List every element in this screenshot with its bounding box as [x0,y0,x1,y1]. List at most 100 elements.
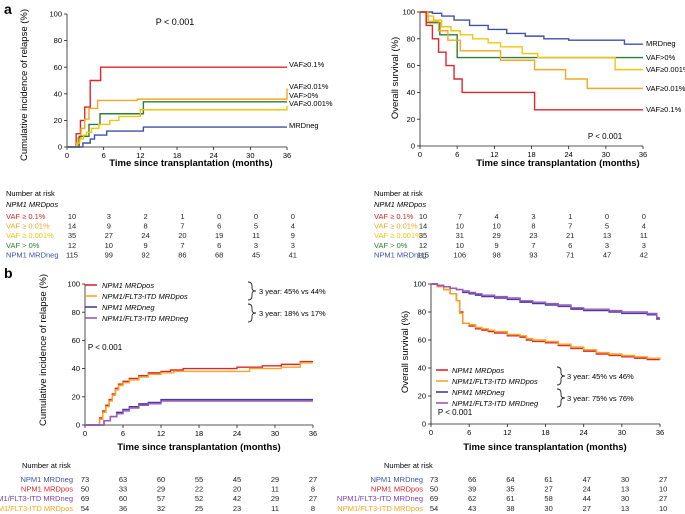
b-left-x-tick-label: 30 [271,429,279,438]
b-left-x-tick-label: 36 [309,429,317,438]
b-right-brace-1 [556,366,566,386]
b-right-legend-label-3: NPM1 MRDneg [452,388,505,397]
a-right-ylabel: Overall survival (%) [390,37,401,119]
b-right-y-tick-label: 20 [418,392,426,401]
risk-a-rows-cell: 31 [456,231,464,240]
risk-b-rows: NPM1 MRDneg 73 63 60 55 45 29 27 NPM1 MRDneg 73 66… [0,475,667,513]
risk-a-rows-cell: 3 [642,241,646,250]
risk-a-rows-cell: 9 [495,241,499,250]
a-right-series-1-line [420,11,643,45]
risk-b-rows-cell: 30 [621,494,629,503]
b-right-legend-label-4: NPM1/FLT3-ITD MRDneg [452,399,539,408]
a-right-label-vaf01: VAF≥0.1% [646,105,682,114]
risk-b-rows-cell: 42 [233,494,241,503]
risk-a-rows-cell: 21 [566,231,574,240]
a-left-label-vaf01: VAF≥0.1% [289,60,325,69]
risk-a-rows-cell: 86 [178,250,186,259]
a-right-x-tick-label: 24 [564,150,572,159]
risk-a-rows-cell: 10 [492,222,500,231]
risk-b-rows-cell: 62 [468,494,476,503]
a-left-x-tick-label: 18 [173,151,181,160]
b-left-legend-label-1: NPM1 MRDpos [102,281,154,290]
b-left-brace-1 [247,281,257,301]
a-right-y-tick-label: 60 [407,61,415,70]
a-left-ylabel: Cumulative incidence of relapse (%) [19,9,30,161]
risk-a-rows-cell: 4 [642,222,646,231]
risk-a-rows-cell: 29 [492,231,500,240]
risk-b-rows-cell: 50 [81,485,89,494]
risk-a-rows-cell: 6 [217,222,221,231]
b-right-xlabel: Time since transplantation (months) [463,442,626,453]
panel-a-label: a [4,1,12,17]
a-right-x-tick-label: 36 [639,150,647,159]
b-right-x-tick-label: 36 [656,428,664,437]
b-left-p-value: P < 0.001 [88,343,123,352]
b-right-x-tick-label: 6 [467,428,471,437]
risk-a-rows-cell: 6 [217,241,221,250]
a-right-y-tick-label: 0 [411,142,415,151]
risk-a-rows-cell: 99 [105,250,113,259]
b-left-y-tick-label: 80 [72,308,80,317]
risk-b-rows-cell: 55 [195,475,203,484]
a-right-series-5-line [420,11,643,111]
b-right-brace-2 [556,388,566,408]
risk-a-rows-cell: 10 [456,241,464,250]
risk-a-rows-row-label: VAF ≥ 0.1% [374,212,414,221]
risk-b-rows-cell: 27 [309,494,317,503]
b-left-x-tick-label: 0 [83,429,87,438]
risk-a-rows-cell: 0 [605,212,609,221]
chart-b-left: 0 20 40 60 80 100 0 6 12 18 24 30 36 Cumulative inci… [38,274,326,453]
a-right-label-vafgt0: VAF>0% [646,53,676,62]
b-right-p-value: P < 0.001 [438,408,473,417]
risk-b-rows-cell: 52 [195,494,203,503]
a-left-y-tick-label: 0 [58,143,62,152]
b-right-brace-2-text: 3 year: 75% vs 76% [567,394,634,403]
risk-b-rows-cell: 13 [621,485,629,494]
risk-a-rows-row-label: VAF ≥ 0.01% [374,222,418,231]
b-right-x-tick-label: 12 [503,428,511,437]
risk-b-rows-cell: 27 [659,494,667,503]
risk-b-rows-cell: 29 [271,494,279,503]
chart-a-left: 0 20 40 60 80 100 0 6 12 18 24 30 36 Cumulative inci… [19,9,333,169]
risk-a-rows-cell: 5 [254,222,258,231]
b-right-y-tick-label: 40 [418,364,426,373]
risk-a-rows-cell: 10 [456,222,464,231]
a-left-y-tick-label: 40 [54,89,62,98]
risk-a-rows-cell: 3 [254,241,258,250]
risk-a-rows-cell: 68 [215,250,223,259]
risk-a-rows-cell: 47 [603,250,611,259]
a-left-series-2-line [67,88,288,148]
risk-b-rows-cell: 24 [583,485,591,494]
risk-a-rows-cell: 115 [417,250,429,259]
risk-a-rows-cell: 14 [419,222,427,231]
b-right-brace-1-text: 3 year: 45% vs 46% [567,372,634,381]
risk-a-rows-cell: 3 [531,212,535,221]
risk-b-rows-row-label: NPM1 MRDneg [20,475,73,484]
a-left-series-4-line [67,105,288,148]
b-left-xlabel: Time since transplantation (months) [117,442,280,453]
risk-a-rows-cell: 24 [141,231,149,240]
risk-a-rows-cell: 13 [603,231,611,240]
b-right-series-1-line [431,283,660,361]
b-left-series-4-line [85,400,313,426]
a-left-label-mrdneg: MRDneg [289,121,319,130]
a-left-x-tick-label: 30 [246,151,254,160]
b-left-brace-1-text: 3 year: 45% vs 44% [259,287,326,296]
risk-b-rows-cell: 64 [506,475,514,484]
risk-a-rows-cell: 9 [291,231,295,240]
a-left-plot-area: 0 20 40 60 80 100 0 6 12 18 24 30 36 [49,10,291,160]
risk-b-rows-cell: 27 [659,475,667,484]
b-left-plot-area: 0 20 40 60 80 100 0 6 12 18 24 30 36 [67,280,317,438]
risk-a-rows-cell: 71 [566,250,574,259]
risk-a-rows-cell: 93 [529,250,537,259]
risk-a-rows-cell: 10 [105,241,113,250]
a-right-x-tick-label: 18 [527,150,535,159]
a-left-y-tick-label: 20 [54,116,62,125]
risk-a-rows-cell: 11 [640,231,648,240]
risk-a-rows-cell: 3 [605,241,609,250]
risk-a-rows-row-label: VAF ≥ 0.001% [374,231,422,240]
a-left-y-tick-label: 60 [54,63,62,72]
risk-a-right-subheading: NPM1 MRDpos [374,200,426,209]
b-right-x-tick-label: 30 [618,428,626,437]
